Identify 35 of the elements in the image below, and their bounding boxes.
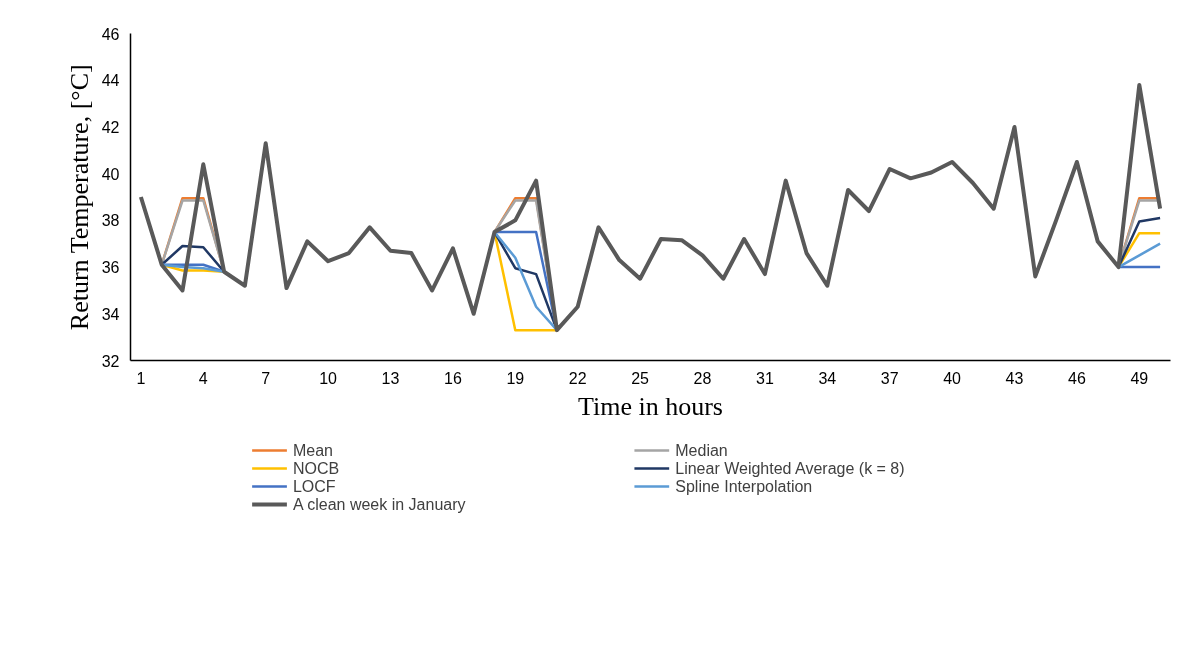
x-tick-label: 7: [261, 369, 271, 387]
y-tick-label: 40: [101, 165, 120, 183]
legend-label: A clean week in January: [292, 496, 466, 513]
legend-label: Linear Weighted Average (k = 8): [675, 460, 905, 477]
x-tick-label: 10: [319, 369, 338, 387]
x-axis-title: Time in hours: [578, 391, 723, 421]
x-tick-label: 19: [506, 369, 525, 387]
x-tick-label: 31: [756, 369, 774, 387]
x-tick-label: 28: [693, 369, 712, 387]
x-tick-label: 49: [1130, 369, 1149, 387]
x-tick-label: 22: [568, 369, 587, 387]
x-tick-label: 34: [818, 369, 837, 387]
legend-label: NOCB: [292, 460, 340, 477]
line-series: [138, 82, 1163, 333]
y-tick-label: 34: [101, 305, 120, 323]
x-tick-label: 46: [1068, 369, 1086, 387]
x-tick-label: 1: [136, 369, 146, 387]
x-tick-label: 25: [631, 369, 650, 387]
y-tick-label: 44: [101, 72, 120, 90]
x-tick-label: 4: [198, 369, 208, 387]
x-tick-label: 16: [444, 369, 462, 387]
y-tick-label: 42: [101, 118, 120, 136]
x-tick-label: 37: [880, 369, 899, 387]
x-tick-label: 40: [943, 369, 962, 387]
legend-label: Spline Interpolation: [675, 478, 813, 495]
y-tick-label: 46: [101, 25, 120, 43]
legend-label: LOCF: [292, 478, 336, 495]
y-tick-label: 38: [101, 212, 120, 230]
y-axis-title: Return Temperature, [°C]: [64, 64, 94, 331]
legend-label: Mean: [292, 442, 333, 459]
y-tick-label: 36: [101, 259, 120, 277]
y-tick-label: 32: [101, 352, 120, 370]
x-tick-label: 13: [381, 369, 400, 387]
legend-label: Median: [675, 442, 728, 459]
x-tick-label: 43: [1005, 369, 1024, 387]
